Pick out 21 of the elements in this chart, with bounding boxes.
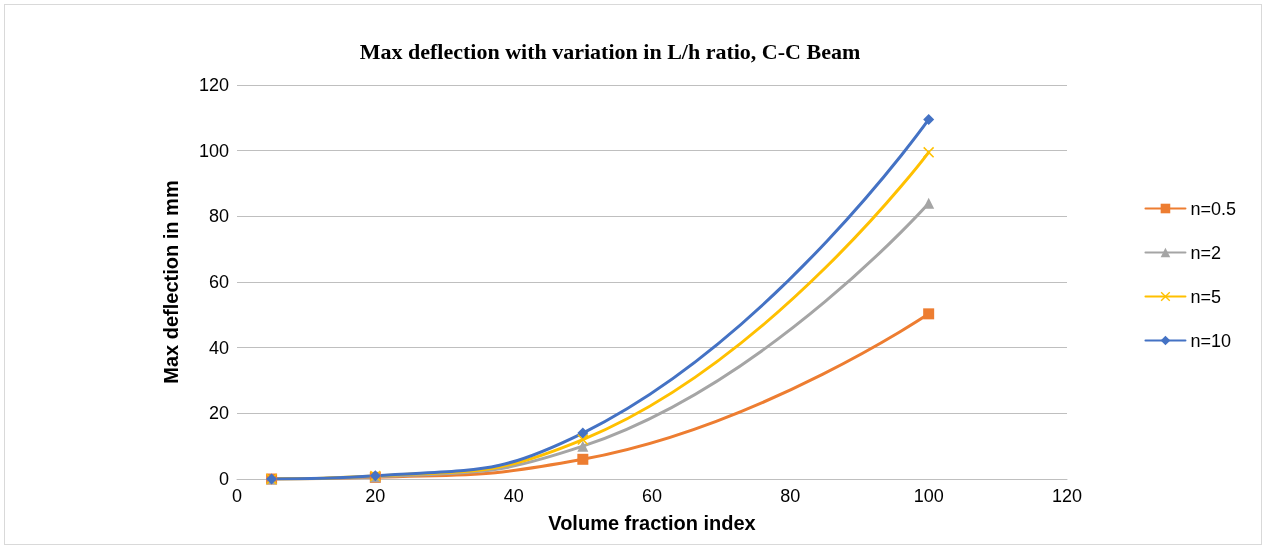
x-axis-title: Volume fraction index bbox=[548, 512, 756, 534]
legend-label: n=5 bbox=[1190, 286, 1221, 307]
x-tick-label: 100 bbox=[913, 486, 944, 506]
legend-label: n=2 bbox=[1190, 242, 1221, 263]
y-tick-label: 0 bbox=[218, 469, 229, 489]
y-axis-title: Max deflection in mm bbox=[160, 180, 182, 384]
x-tick-label: 40 bbox=[503, 486, 524, 506]
legend-label: n=0.5 bbox=[1190, 198, 1236, 219]
legend-label: n=10 bbox=[1190, 330, 1231, 351]
x-tick-label: 60 bbox=[641, 486, 663, 506]
x-tick-label: 120 bbox=[1051, 486, 1083, 506]
y-tick-label: 40 bbox=[208, 337, 229, 358]
y-tick-label: 60 bbox=[208, 272, 229, 292]
y-tick-label: 20 bbox=[208, 403, 229, 424]
x-tick-label: 0 bbox=[231, 486, 243, 506]
y-tick-label: 100 bbox=[198, 140, 229, 161]
x-tick-label: 80 bbox=[780, 486, 801, 506]
y-tick-label: 120 bbox=[198, 75, 229, 95]
x-tick-label: 20 bbox=[365, 486, 386, 506]
y-tick-label: 80 bbox=[208, 206, 229, 227]
chart-title: Max deflection with variation in L/h ratio, C-C Beam bbox=[359, 38, 861, 64]
